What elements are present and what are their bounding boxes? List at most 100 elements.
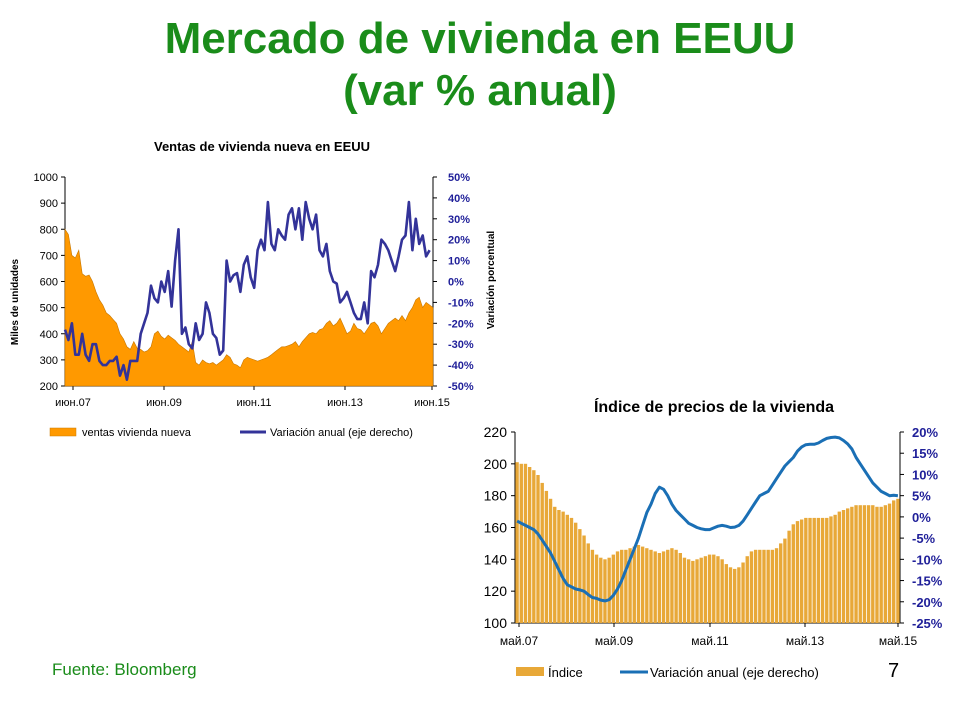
- chart2-index-bar: [825, 517, 829, 623]
- chart2-y2tick-label: 20%: [912, 425, 938, 440]
- chart2-index-bar: [548, 498, 553, 623]
- chart2-index-bar: [762, 549, 766, 623]
- chart2-index-bar: [703, 556, 708, 623]
- chart2-index-bar: [565, 514, 569, 623]
- chart2-legend: Índice Variación anual (eje derecho): [516, 665, 819, 680]
- slide-title-line2: (var % anual): [343, 66, 617, 115]
- chart2-index-bar: [653, 551, 657, 623]
- chart2-index-bar: [858, 505, 862, 623]
- chart2-index-bar: [603, 559, 607, 623]
- chart2-index-bar: [716, 556, 720, 623]
- chart2-ytick-label: 200: [484, 456, 508, 472]
- chart1-legend-line-label: Variación anual (eje derecho): [270, 427, 413, 439]
- chart1-xtick-label: июн.09: [146, 397, 182, 409]
- chart1-y2tick-label: -20%: [448, 318, 474, 330]
- chart2-index-bar: [799, 519, 804, 623]
- chart2-index-bar: [745, 556, 749, 623]
- chart1-ytick-label: 700: [40, 250, 58, 262]
- chart2-xtick-label: май.13: [786, 634, 825, 648]
- chart2-y2tick-label: 0%: [912, 510, 931, 525]
- chart2-ytick-label: 100: [484, 615, 508, 631]
- chart2-index-bar: [527, 467, 532, 623]
- chart2-ytick-label: 160: [484, 520, 508, 536]
- chart2-index-bar: [682, 557, 687, 623]
- chart2-index-bar: [561, 511, 565, 623]
- chart2-index-bar: [766, 549, 770, 623]
- chart2-index-bar: [774, 548, 779, 623]
- chart2-index-bar: [896, 498, 900, 623]
- slide-title-line1: Mercado de vivienda en EEUU: [164, 14, 796, 63]
- chart2-ytick-label: 120: [484, 583, 508, 599]
- chart2-index-bar: [795, 521, 800, 623]
- chart2-index-bar: [686, 559, 691, 623]
- chart2-index-bar: [707, 554, 712, 623]
- chart2-index-bar: [783, 538, 787, 623]
- chart2-y2tick-label: 5%: [912, 489, 931, 504]
- chart2-ytick-label: 180: [484, 488, 508, 504]
- chart2-index-bar: [624, 549, 628, 623]
- chart2-index-bar: [640, 546, 645, 623]
- chart2-index-bar: [837, 511, 842, 623]
- chart2-index-bar: [741, 562, 745, 623]
- chart2-index-bar: [590, 549, 595, 623]
- chart2-index-bar: [620, 549, 624, 623]
- chart2-index-bar: [829, 516, 833, 623]
- chart2-index-bar: [540, 482, 544, 623]
- chart1-y2tick-label: 40%: [448, 193, 470, 205]
- chart2-plot: [515, 435, 900, 623]
- chart2-index-bar: [519, 463, 523, 623]
- chart2-y2tick-label: -15%: [912, 574, 943, 589]
- chart1-y2tick-label: 20%: [448, 235, 470, 247]
- chart1-y2tick-label: -30%: [448, 339, 474, 351]
- chart2-index-bar: [871, 505, 875, 623]
- chart2-y2tick-label: 10%: [912, 467, 938, 482]
- chart2-index-bar: [712, 554, 716, 623]
- chart2-index-bar: [724, 564, 729, 623]
- chart1-xtick-label: июн.15: [414, 397, 450, 409]
- chart2-index-bar: [523, 463, 528, 623]
- chart1-xtick-label: июн.07: [55, 397, 91, 409]
- chart1-y2tick-label: -40%: [448, 360, 474, 372]
- chart2-index-bar: [632, 546, 636, 623]
- chart1-y2tick-label: 10%: [448, 256, 470, 268]
- chart2-index-bar: [804, 517, 808, 623]
- chart2-y2tick-label: -10%: [912, 552, 943, 567]
- chart2-xtick-label: май.07: [500, 634, 539, 648]
- chart2-index-bar: [536, 475, 540, 623]
- chart1-legend: ventas vivienda nueva Variación anual (e…: [49, 427, 413, 439]
- chart2-y2tick-label: -25%: [912, 616, 943, 631]
- page-number: 7: [888, 660, 900, 682]
- chart2-index-bar: [670, 548, 674, 623]
- chart1-ytick-label: 500: [40, 303, 58, 315]
- chart2-index-bar: [699, 557, 703, 623]
- chart1-ytick-label: 200: [40, 381, 58, 393]
- chart2-index-bar: [753, 549, 758, 623]
- chart2-index-bar: [532, 470, 536, 623]
- chart2-xtick-label: май.11: [691, 634, 729, 648]
- chart2-index-bar: [573, 522, 578, 623]
- chart2-index-bar: [515, 462, 519, 623]
- chart2-index-bar: [892, 500, 896, 623]
- chart2-index-bar: [787, 530, 791, 623]
- chart2-index-bar: [812, 517, 816, 623]
- chart2-index-bar: [544, 490, 549, 623]
- chart2-index-bar: [779, 543, 783, 623]
- chart2-index-bar: [791, 524, 795, 623]
- chart2-index-bar: [645, 548, 649, 623]
- chart1-ytick-label: 900: [40, 198, 58, 210]
- chart2-index-bar: [887, 503, 892, 623]
- chart2-index-bar: [578, 529, 582, 623]
- chart2-index-bar: [678, 553, 682, 623]
- chart1-axes: 1000 900 800 700 600 500 400 300 200 50% 40% 30% 20%…: [34, 172, 474, 409]
- chart1-sales-area: [64, 228, 434, 387]
- chart2-index-bar: [737, 567, 741, 623]
- chart2-yoy-line: [516, 435, 899, 603]
- chart1-legend-area-label: ventas vivienda nueva: [82, 427, 192, 439]
- chart2-index-bar: [833, 514, 837, 623]
- chart2-index-bar: [636, 545, 641, 623]
- chart2-index-bar: [582, 535, 586, 623]
- chart2-index-bar: [841, 510, 846, 623]
- chart2-index-bar: [691, 560, 695, 623]
- chart2-index-bar: [607, 557, 611, 623]
- chart2-index-bar: [569, 517, 574, 623]
